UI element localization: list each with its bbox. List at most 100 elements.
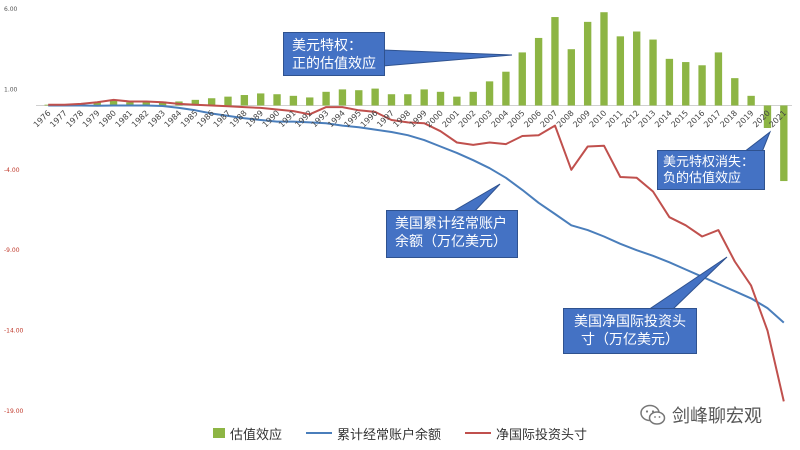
legend-label: 估值效应 xyxy=(229,427,282,443)
legend-label: 累计经常账户余额 xyxy=(336,427,441,443)
x-tick-label: 1980 xyxy=(97,109,118,130)
legend-label: 净国际投资头寸 xyxy=(496,427,588,443)
bar-valuation-effect xyxy=(224,96,232,106)
x-tick-label: 1984 xyxy=(163,109,184,130)
bar-valuation-effect xyxy=(207,98,216,106)
annotation-privilege-lost: 美元特权消失： 负的估值效应 xyxy=(657,150,765,190)
bar-valuation-effect xyxy=(158,101,167,106)
bar-valuation-effect xyxy=(93,102,101,106)
bar-valuation-effect xyxy=(44,104,52,106)
bar-valuation-effect xyxy=(714,52,723,106)
bar-valuation-effect xyxy=(649,39,657,106)
bar-valuation-effect xyxy=(616,36,625,106)
bar-valuation-effect xyxy=(355,90,363,106)
x-tick-label: 2017 xyxy=(702,109,723,130)
x-tick-label: 2013 xyxy=(637,109,658,130)
bar-valuation-effect xyxy=(387,94,396,106)
bar-valuation-effect xyxy=(306,97,314,106)
bar-valuation-effect xyxy=(126,102,134,106)
bar-valuation-effect xyxy=(240,95,249,106)
x-tick-label: 2014 xyxy=(653,109,674,130)
legend-swatch-bar xyxy=(212,428,225,438)
bar-valuation-effect xyxy=(518,52,526,106)
x-tick-label: 2003 xyxy=(473,109,494,130)
bar-valuation-effect xyxy=(289,95,298,106)
x-tick-label: 1983 xyxy=(146,109,167,130)
x-tick-label: 2015 xyxy=(669,109,690,130)
x-tick-label: 2000 xyxy=(424,109,445,130)
annotation-privilege: 美元特权： 正的估值效应 xyxy=(283,32,385,76)
y-tick-label: -4.00 xyxy=(4,167,20,174)
x-tick-label: 2008 xyxy=(555,109,576,130)
line-niip xyxy=(48,98,785,402)
bar-valuation-effect xyxy=(747,95,755,106)
y-tick-label: 1.00 xyxy=(4,86,18,93)
x-tick-label: 1993 xyxy=(310,109,331,130)
bar-valuation-effect xyxy=(436,91,445,106)
bar-valuation-effect xyxy=(583,21,592,106)
legend-swatch-line xyxy=(305,432,332,434)
watermark-text: 剑峰聊宏观 xyxy=(672,406,762,427)
bar-valuation-effect xyxy=(109,100,118,106)
y-tick-label: -14.00 xyxy=(4,328,24,335)
x-tick-label: 2010 xyxy=(588,109,609,130)
x-tick-label: 2004 xyxy=(490,109,511,130)
line-cumulative-current-account xyxy=(48,104,785,324)
x-tick-label: 1999 xyxy=(408,109,429,130)
bar-valuation-effect xyxy=(273,94,281,106)
x-tick-label: 2019 xyxy=(735,109,756,130)
annotation-cum-ca-pointer xyxy=(450,183,501,213)
annotation-niip: 美国净国际投资头 寸（万亿美元） xyxy=(563,308,697,354)
bar-valuation-effect xyxy=(731,78,739,106)
x-tick-label: 2009 xyxy=(571,109,592,130)
annotation-privilege-pointer xyxy=(382,49,513,67)
x-tick-label: 1977 xyxy=(48,109,69,130)
x-tick-label: 1981 xyxy=(114,109,135,130)
legend-item-valuation-effect: 估值效应 xyxy=(212,424,282,443)
bar-valuation-effect xyxy=(502,71,510,106)
bar-valuation-effect xyxy=(469,91,477,106)
x-tick-label: 1985 xyxy=(179,109,200,130)
x-tick-label: 2018 xyxy=(718,109,739,130)
bar-valuation-effect xyxy=(551,17,559,106)
legend-item-cumulative-current-account: 累计经常账户余额 xyxy=(305,424,441,443)
bar-valuation-effect xyxy=(780,105,788,182)
bar-valuation-effect xyxy=(633,31,641,106)
bar-valuation-effect xyxy=(420,89,428,106)
bar-valuation-effect xyxy=(567,49,575,106)
bar-valuation-effect xyxy=(534,37,543,106)
bar-valuation-effect xyxy=(485,81,494,106)
y-tick-label: -9.00 xyxy=(4,247,20,254)
watermark: 剑峰聊宏观 xyxy=(640,402,762,428)
bar-valuation-effect xyxy=(600,12,608,106)
x-tick-label: 1997 xyxy=(375,109,396,130)
x-tick-label: 2005 xyxy=(506,109,527,130)
bar-valuation-effect xyxy=(338,89,347,106)
bar-valuation-effect xyxy=(453,96,461,106)
x-tick-label: 2002 xyxy=(457,109,478,130)
x-tick-label: 1989 xyxy=(244,109,265,130)
annotation-cumulative-current-account: 美国累计经常账户 余额（万亿美元） xyxy=(386,210,518,258)
x-tick-label: 1976 xyxy=(32,109,53,130)
bar-valuation-effect xyxy=(191,99,199,106)
y-tick-label: 6.00 xyxy=(4,6,18,13)
bar-valuation-effect xyxy=(665,58,674,106)
bar-valuation-effect xyxy=(322,91,330,106)
x-tick-label: 1978 xyxy=(65,109,86,130)
bar-valuation-effect xyxy=(404,94,412,106)
x-tick-label: 2016 xyxy=(686,109,707,130)
y-tick-label: -19.00 xyxy=(4,408,24,415)
x-tick-label: 2001 xyxy=(441,109,462,130)
x-tick-label: 1990 xyxy=(261,109,282,130)
bar-valuation-effect xyxy=(257,93,265,106)
bar-valuation-effect xyxy=(371,88,379,106)
bar-valuation-effect xyxy=(698,65,706,106)
x-tick-label: 2006 xyxy=(522,109,543,130)
legend-swatch-line xyxy=(465,432,491,434)
bar-valuation-effect xyxy=(763,105,772,128)
wechat-icon xyxy=(640,404,666,425)
x-tick-label: 2011 xyxy=(604,109,625,130)
x-tick-label: 1979 xyxy=(81,109,102,130)
x-tick-label: 1987 xyxy=(212,109,233,130)
